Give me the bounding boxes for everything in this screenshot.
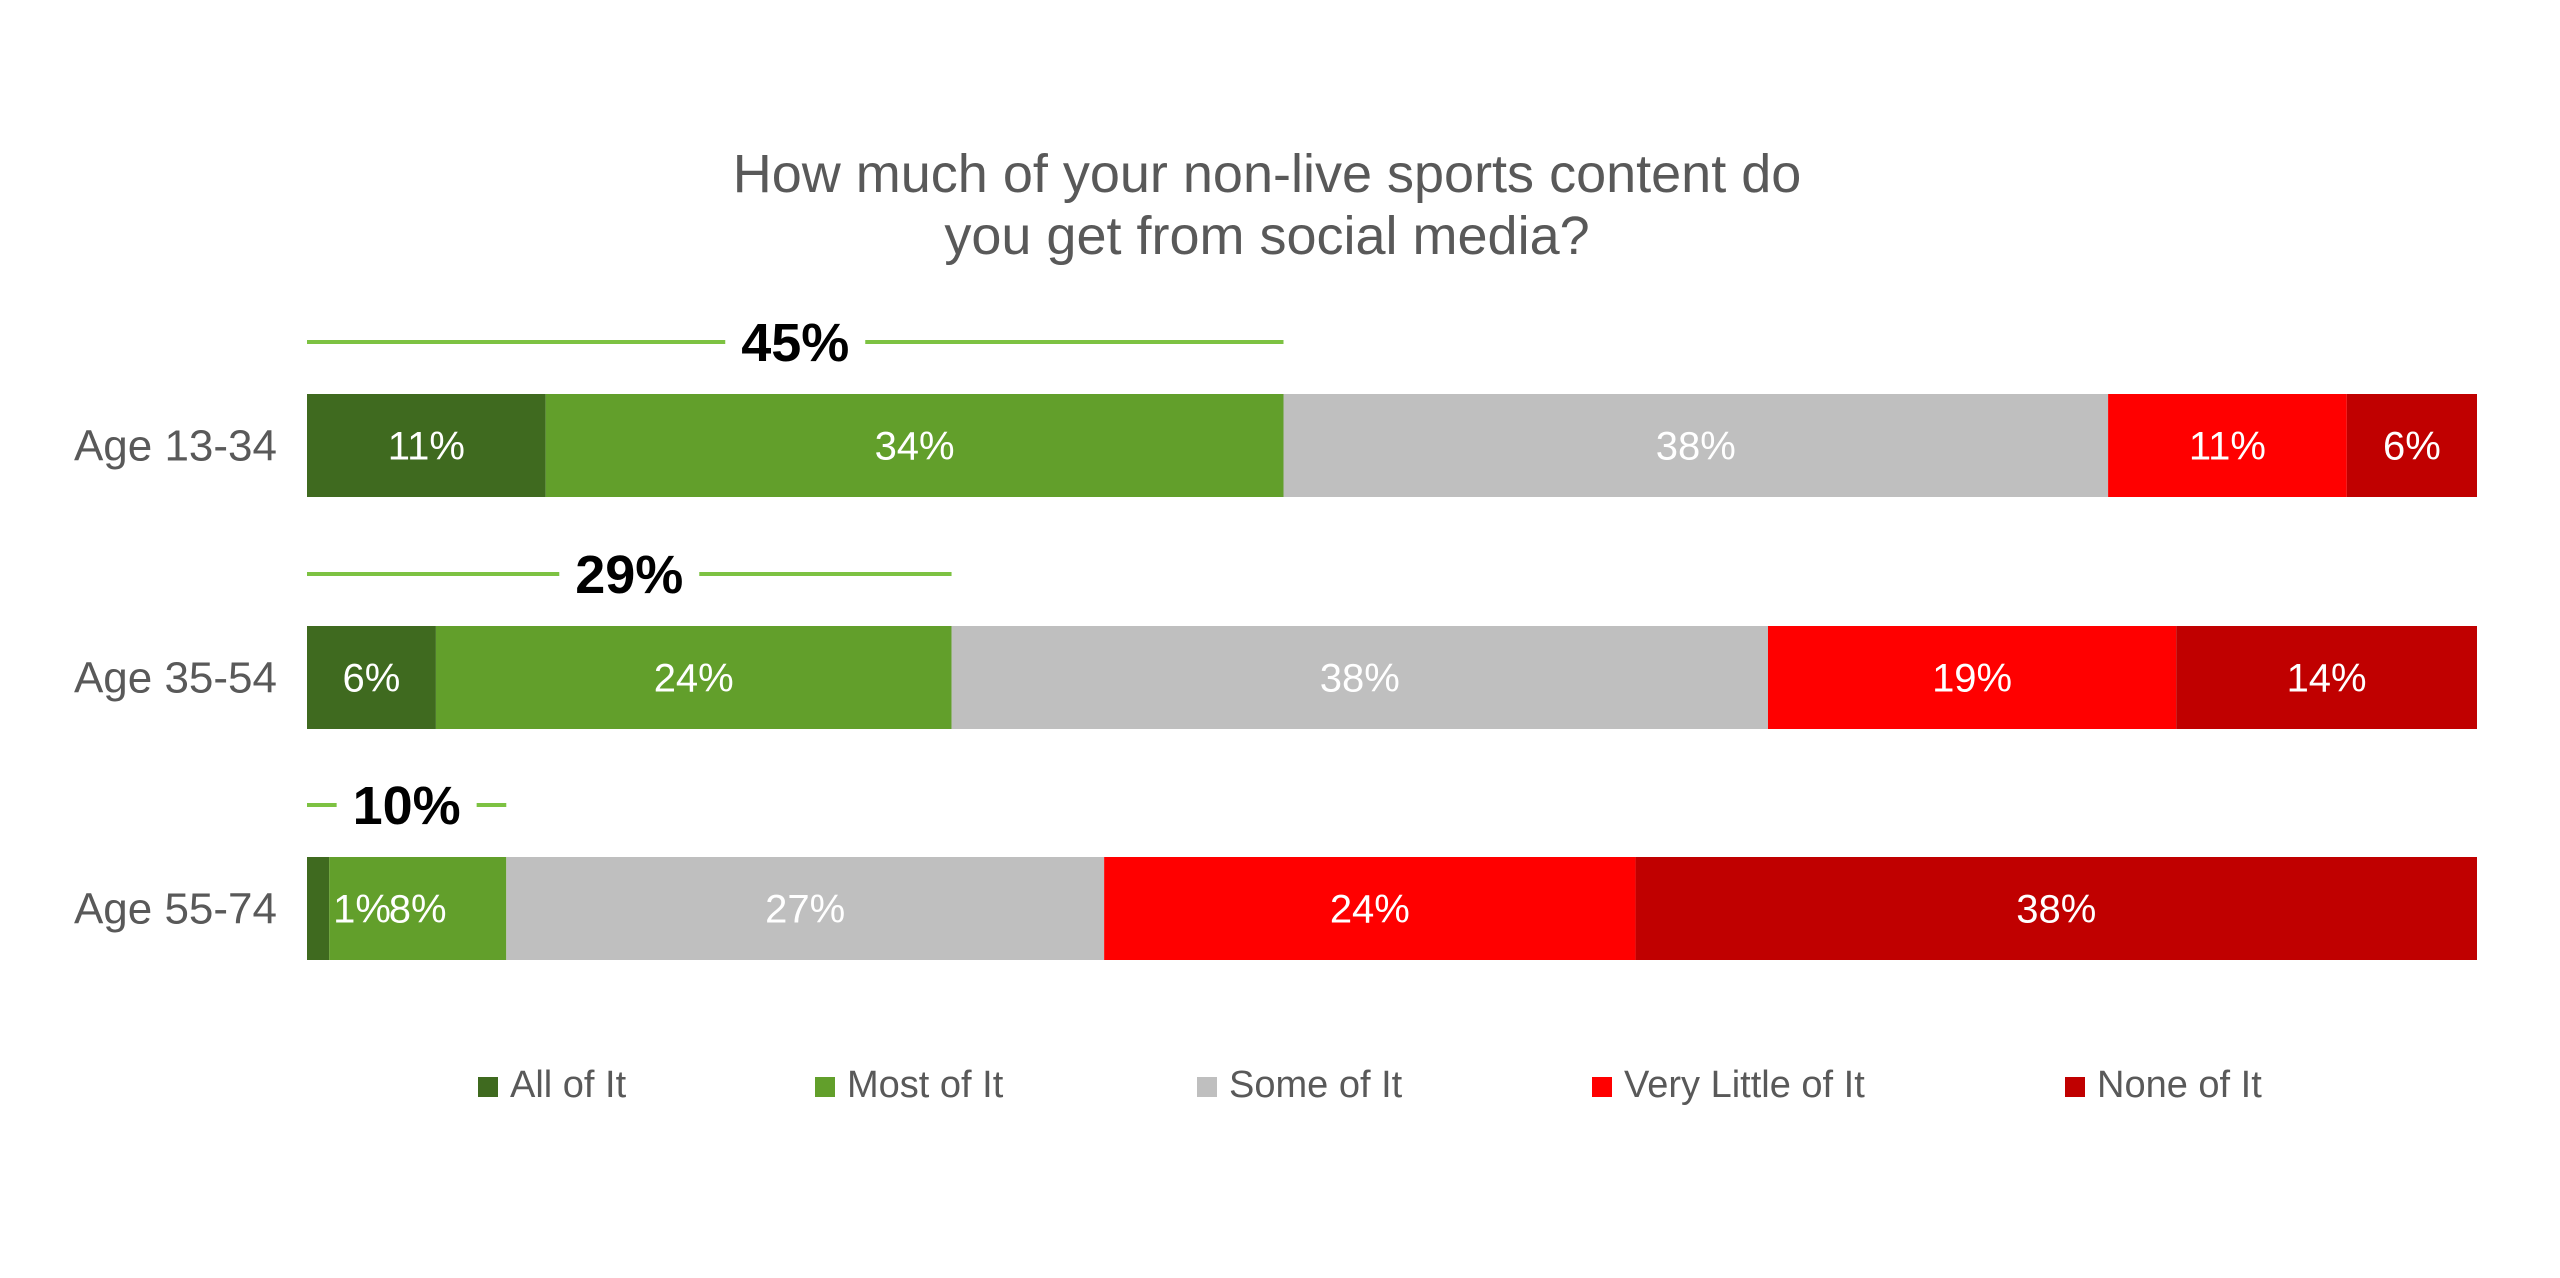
legend-label: All of It bbox=[510, 1064, 627, 1106]
data-label: 19% bbox=[1932, 657, 2012, 701]
legend-item: Very Little of It bbox=[1592, 1064, 1865, 1106]
bar-row: Age 35-54 6% 24% 38% 19% 14% 29% bbox=[74, 545, 2477, 729]
callout-label: 29% bbox=[575, 545, 683, 605]
data-label: 27% bbox=[765, 888, 845, 932]
data-label: 1% bbox=[333, 888, 391, 932]
legend-label: Very Little of It bbox=[1624, 1064, 1865, 1106]
data-label: 38% bbox=[1320, 657, 1400, 701]
bar-segment bbox=[1283, 394, 2109, 497]
legend-label: Some of It bbox=[1229, 1064, 1403, 1106]
bar-row: Age 55-74 1%8% 27% 24% 38% 10% bbox=[74, 776, 2477, 960]
data-label: 11% bbox=[2189, 425, 2266, 469]
legend-item: All of It bbox=[478, 1064, 627, 1106]
callout-label: 45% bbox=[741, 313, 849, 373]
category-label: Age 55-74 bbox=[74, 885, 277, 934]
data-label: 24% bbox=[1330, 888, 1410, 932]
legend-item: None of It bbox=[2065, 1064, 2262, 1106]
bar-segment bbox=[545, 394, 1284, 497]
legend-swatch bbox=[1197, 1077, 1217, 1097]
bar-segment bbox=[307, 857, 330, 960]
data-label: 38% bbox=[1656, 425, 1736, 469]
data-label: 6% bbox=[343, 657, 401, 701]
chart-title: How much of your non-live sports content… bbox=[733, 144, 1802, 266]
bar-segment bbox=[951, 626, 1768, 729]
bar-segment bbox=[2346, 394, 2477, 497]
data-label: 38% bbox=[2016, 888, 2096, 932]
bar-segment bbox=[1635, 857, 2477, 960]
chart-title-line: How much of your non-live sports content… bbox=[733, 144, 1802, 204]
legend-label: None of It bbox=[2097, 1064, 2262, 1106]
bar-row: Age 13-34 11% 34% 38% 11% 6% 45% bbox=[74, 313, 2477, 497]
bar-segment bbox=[329, 857, 507, 960]
bar-segment bbox=[435, 626, 952, 729]
legend-swatch bbox=[2065, 1077, 2085, 1097]
bar-segment bbox=[1104, 857, 1636, 960]
callout-label: 10% bbox=[353, 776, 461, 836]
bar-segment bbox=[307, 394, 546, 497]
data-label: 11% bbox=[388, 425, 465, 469]
chart-title-line: you get from social media? bbox=[944, 206, 1589, 266]
bar-segment bbox=[2108, 394, 2347, 497]
chart-rows: Age 13-34 11% 34% 38% 11% 6% 45% Age 35-54 6% 24%… bbox=[74, 313, 2477, 960]
data-label: 24% bbox=[654, 657, 734, 701]
legend-swatch bbox=[1592, 1077, 1612, 1097]
bar-segment bbox=[2176, 626, 2477, 729]
data-label: 14% bbox=[2287, 657, 2367, 701]
bar-segment bbox=[1767, 626, 2177, 729]
data-label: 8% bbox=[389, 888, 447, 932]
legend-swatch bbox=[478, 1077, 498, 1097]
data-label: 6% bbox=[2383, 425, 2441, 469]
category-label: Age 35-54 bbox=[74, 654, 277, 703]
data-label: 34% bbox=[875, 425, 955, 469]
chart-legend: All of It Most of It Some of It Very Little… bbox=[478, 1064, 2262, 1106]
bar-segment bbox=[307, 626, 436, 729]
legend-swatch bbox=[815, 1077, 835, 1097]
category-label: Age 13-34 bbox=[74, 422, 277, 471]
legend-item: Most of It bbox=[815, 1064, 1004, 1106]
legend-item: Some of It bbox=[1197, 1064, 1403, 1106]
bar-segment bbox=[506, 857, 1105, 960]
legend-label: Most of It bbox=[847, 1064, 1004, 1106]
